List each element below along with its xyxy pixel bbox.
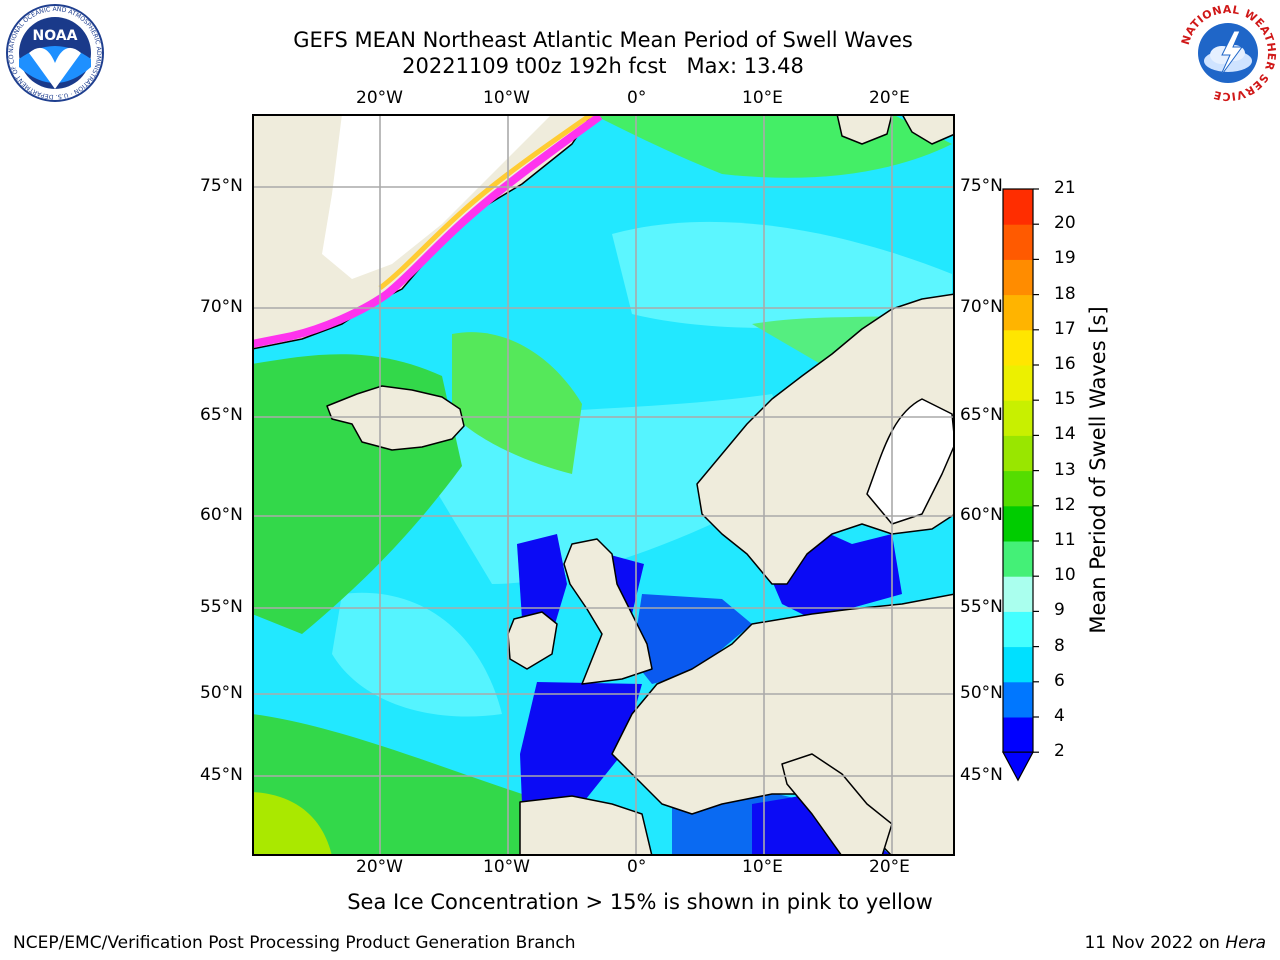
- colorbar-segment: [1003, 400, 1033, 436]
- colorbar-tick-label: 15: [1054, 389, 1076, 410]
- colorbar-segment: [1003, 224, 1033, 260]
- swell-green-zone: [252, 714, 522, 856]
- colorbar-tick-label: 9: [1054, 600, 1065, 621]
- colorbar-title: Mean Period of Swell Waves [s]: [1086, 306, 1110, 634]
- lat-tick-right: 45°N: [960, 765, 1003, 785]
- sea-ice-note: Sea Ice Concentration > 15% is shown in …: [347, 890, 933, 914]
- colorbar-segment: [1003, 329, 1033, 366]
- noaa-logo: NATIONAL OCEANIC AND ATMOSPHERIC ADMINIS…: [5, 3, 104, 102]
- colorbar-tick-label: 10: [1054, 565, 1076, 586]
- colorbar-segment: [1003, 505, 1033, 542]
- colorbar: [1001, 188, 1039, 782]
- lat-tick-right: 65°N: [960, 405, 1003, 425]
- colorbar-segment: [1003, 189, 1033, 225]
- lat-tick-right: 70°N: [960, 297, 1003, 317]
- lat-tick-left: 65°N: [200, 405, 243, 425]
- lat-tick-left: 55°N: [200, 597, 243, 617]
- continental-europe: [611, 593, 955, 856]
- chart-title: GEFS MEAN Northeast Atlantic Mean Period…: [293, 28, 913, 52]
- colorbar-segment: [1003, 259, 1033, 296]
- colorbar-segment: [1003, 646, 1033, 683]
- lon-tick-bottom: 0°: [627, 857, 647, 877]
- lon-tick-bottom: 20°E: [869, 857, 910, 877]
- sea-ice-edge: [378, 114, 594, 290]
- colorbar-segment: [1003, 681, 1033, 718]
- iceland: [326, 385, 465, 451]
- colorbar-segment: [1003, 717, 1033, 753]
- swell-period-map: [252, 114, 955, 856]
- map-frame: [252, 114, 955, 856]
- colorbar-extend-arrow: [1001, 751, 1035, 782]
- great-britain: [563, 538, 653, 685]
- colorbar-tick-label: 17: [1054, 318, 1076, 339]
- colorbar-segment: [1003, 470, 1033, 507]
- lat-tick-left: 50°N: [200, 683, 243, 703]
- iberia: [519, 795, 653, 856]
- lat-tick-right: 50°N: [960, 683, 1003, 703]
- lat-tick-right: 75°N: [960, 176, 1003, 196]
- colorbar-tick-label: 4: [1054, 706, 1065, 726]
- low-period-sea: [632, 594, 752, 684]
- colorbar-tick-label: 21: [1054, 178, 1076, 198]
- colorbar-segment: [1003, 294, 1033, 331]
- footer-date-text: 11 Nov 2022 on: [1084, 933, 1226, 953]
- colorbar-segment: [1003, 611, 1033, 648]
- lon-tick-top: 10°W: [483, 88, 530, 108]
- swell-yellow-zone: [252, 792, 332, 856]
- colorbar-tick-label: 12: [1054, 494, 1076, 515]
- lon-tick-bottom: 20°W: [356, 857, 403, 877]
- chart-subtitle: 20221109 t00z 192h fcst Max: 13.48: [0, 54, 1206, 78]
- svalbard-east: [901, 114, 955, 145]
- ocean-light-patch: [332, 592, 502, 717]
- italy: [781, 753, 893, 856]
- lat-tick-left: 60°N: [200, 505, 243, 525]
- graticule: [252, 114, 955, 856]
- colorbar-segment: [1003, 541, 1033, 577]
- ocean-light-patch: [612, 221, 952, 328]
- colorbar-segment: [1003, 365, 1033, 401]
- svg-text:NOAA: NOAA: [33, 28, 78, 44]
- lon-tick-top: 20°E: [869, 88, 910, 108]
- colorbar-tick-label: 16: [1054, 354, 1076, 374]
- colorbar-tick-label: 2: [1054, 741, 1065, 762]
- nws-logo: NATIONAL WEATHER SERVICE: [1179, 3, 1278, 103]
- colorbar-segment: [1003, 435, 1033, 472]
- svalbard: [836, 114, 893, 145]
- lat-tick-left: 75°N: [200, 176, 243, 196]
- footer-date: 11 Nov 2022 on Hera: [1084, 933, 1266, 953]
- low-period-sea: [517, 534, 567, 634]
- colorbar-tick-label: 6: [1054, 670, 1065, 691]
- lon-tick-top: 10°E: [742, 88, 783, 108]
- colorbar-tick-label: 19: [1054, 248, 1076, 269]
- swell-green-zone: [452, 332, 582, 474]
- footer-branch: NCEP/EMC/Verification Post Processing Pr…: [13, 933, 576, 953]
- colorbar-tick-label: 11: [1054, 530, 1076, 550]
- lon-tick-top: 0°: [627, 88, 647, 108]
- lat-tick-right: 55°N: [960, 597, 1003, 617]
- lon-tick-top: 20°W: [356, 88, 403, 108]
- gulf-of-bothnia: [866, 398, 955, 525]
- lat-tick-left: 45°N: [200, 765, 243, 785]
- max-value: Max: 13.48: [686, 54, 804, 78]
- colorbar-tick-label: 14: [1054, 424, 1076, 445]
- lat-tick-right: 60°N: [960, 505, 1003, 525]
- forecast-date: 20221109 t00z 192h fcst: [402, 54, 667, 78]
- sea-ice-edge: [252, 114, 603, 348]
- low-period-sea: [520, 682, 642, 804]
- lat-tick-left: 70°N: [200, 297, 243, 317]
- colorbar-tick-label: 20: [1054, 213, 1076, 234]
- colorbar-tick-label: 18: [1054, 283, 1076, 304]
- colorbar-segment: [1003, 576, 1033, 612]
- footer-machine: Hera: [1225, 933, 1266, 953]
- lon-tick-bottom: 10°E: [742, 857, 783, 877]
- colorbar-tick-label: 13: [1054, 459, 1076, 480]
- colorbar-tick-label: 8: [1054, 635, 1065, 656]
- lon-tick-bottom: 10°W: [483, 857, 530, 877]
